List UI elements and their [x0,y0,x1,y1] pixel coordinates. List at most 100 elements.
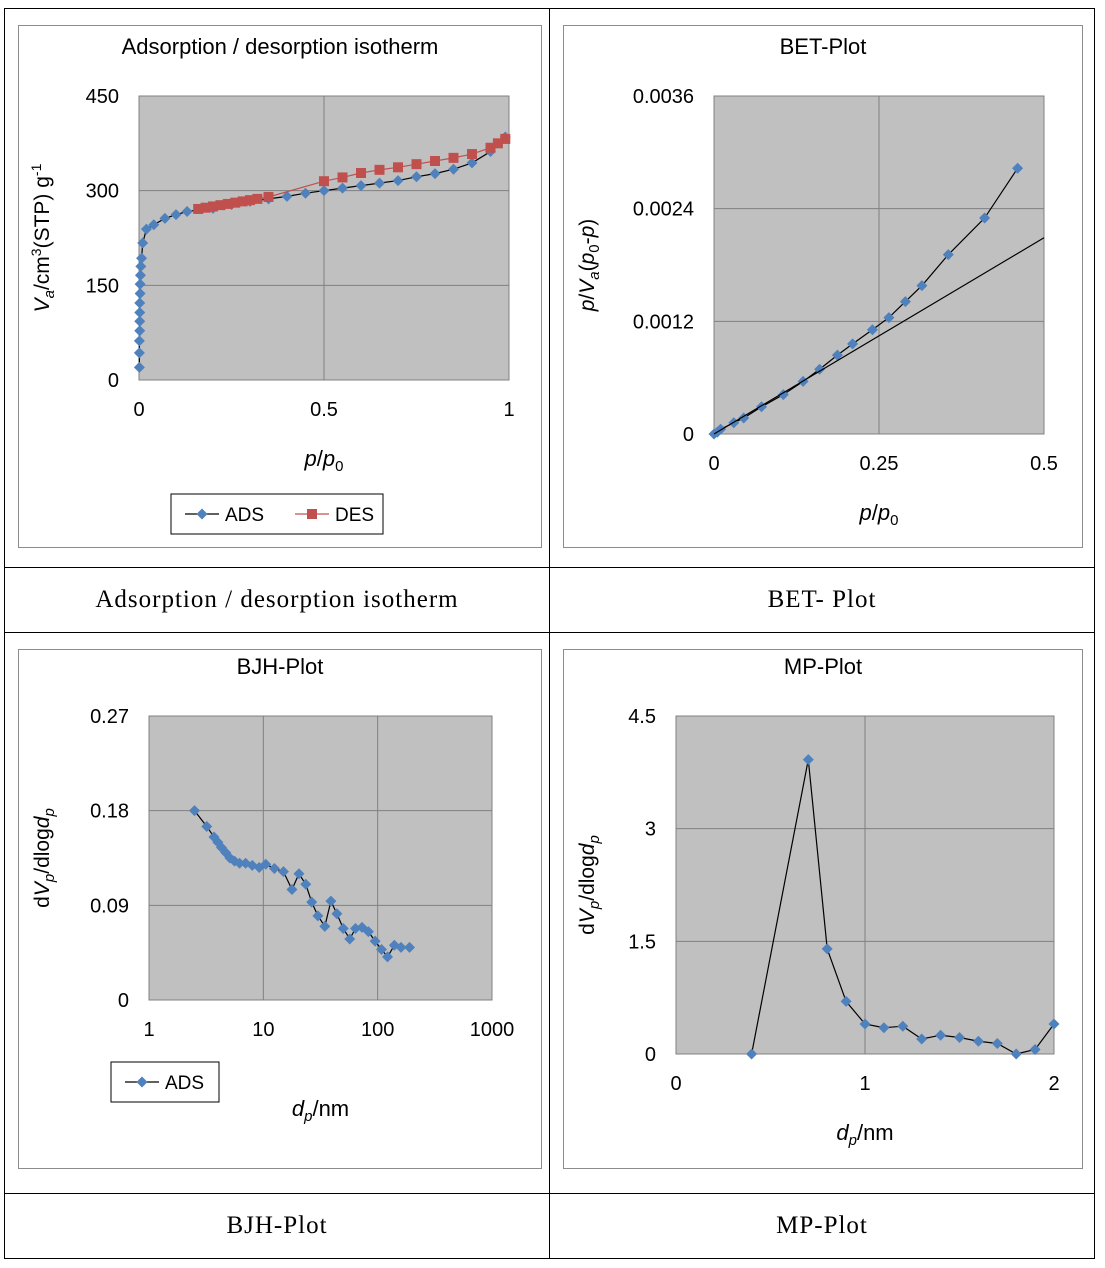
data-point-ads [170,209,182,221]
x-tick-label: 1 [143,1019,154,1041]
legend-label-des: DES [335,505,374,526]
data-point-bet-data [883,312,895,324]
data-point-ads [375,944,387,956]
x-tick-label: 100 [361,1019,394,1041]
data-point-mp [972,1035,984,1047]
data-point-des [356,167,366,178]
caption-bjh: BJH-Plot [226,1212,328,1239]
data-point-des [393,162,403,173]
data-point-des [492,138,503,149]
legend-label-ads: ADS [225,505,264,526]
data-point-ads [300,187,311,199]
caption-mp-cell: MP-Plot [549,1193,1095,1259]
data-point-ads [404,941,416,953]
data-point-ads [134,288,146,300]
bjh-chart: BJH-Plot 1 10 100 1000 0 0.09 0.18 0.27 ADS dp/nm d… [31,654,515,1125]
legend: ADS DES [170,493,384,535]
data-point-ads [369,935,381,947]
data-point-des [337,172,348,183]
x-tick-label: 0.5 [1030,453,1058,475]
data-point-mp [878,1022,890,1034]
data-point-ads [355,180,367,192]
data-point-ads [134,325,146,337]
data-point-bet-data [1012,162,1024,174]
data-point-des [319,176,329,187]
legend: ADS [110,1061,220,1103]
x-axis-label: dp/nm [292,1096,349,1125]
y-tick-label: 0.09 [90,895,129,917]
data-point-des [193,203,204,214]
caption-adsorption: Adsorption / desorption isotherm [95,586,459,613]
x-tick-label: 0 [670,1073,681,1095]
x-tick-label: 0 [708,453,719,475]
data-point-ads [411,171,422,183]
y-tick-label: 0 [683,424,694,446]
x-tick-label: 0.5 [310,399,338,421]
y-tick-label: 450 [86,86,119,108]
data-point-ads [362,926,374,938]
data-point-des [500,133,511,144]
data-point-ads [133,335,145,347]
data-point-mp [897,1020,909,1032]
data-point-bet-data [916,280,928,292]
data-point-mp [1048,1018,1060,1030]
data-point-ads [133,347,145,359]
data-point-ads [134,297,146,309]
x-tick-label: 1 [503,399,514,421]
chart-frame-bjh: BJH-Plot 1 10 100 1000 0 0.09 0.18 0.27 ADS dp/nm d… [18,649,542,1169]
data-point-des [200,202,211,213]
data-point-bet-data [847,338,859,350]
data-point-ads [159,212,171,224]
x-tick-label: 2 [1048,1073,1059,1095]
data-point-des [411,159,422,170]
y-tick-label: 0 [108,370,119,392]
data-point-bet-data [942,249,954,261]
data-point-ads [325,895,337,907]
isotherm-chart: Adsorption / desorption isotherm 0 0.5 1 0 15… [28,34,515,535]
y-tick-label: 0.0036 [633,86,694,108]
mp-chart: MP-Plot 0 1 2 0 1.5 3 4.5 dp/nm dVp/dlogdp [576,654,1060,1149]
data-point-ads [260,858,272,870]
cell-mp: MP-Plot 0 1 2 0 1.5 3 4.5 dp/nm dVp/dlogdp [549,632,1095,1194]
y-axis-label: p/Va(p0-p) [576,219,603,313]
data-point-ads [382,951,394,963]
data-point-ads [344,933,356,945]
data-point-ads [134,278,146,290]
data-point-ads [300,878,312,890]
data-point-bet-data [738,412,750,424]
data-point-ads [148,219,160,231]
data-point-ads [448,163,459,175]
data-point-ads [240,857,252,869]
chart-title: MP-Plot [784,654,862,679]
data-point-ads [268,863,280,875]
data-point-ads [337,182,348,194]
data-point-ads [134,306,146,318]
y-tick-label: 150 [86,275,119,297]
data-point-des [245,195,255,206]
data-point-mp [991,1037,1003,1049]
data-point-des [485,142,496,153]
data-point-bet-data [814,363,826,375]
x-tick-label: 1000 [470,1019,515,1041]
bet-chart: BET-Plot 0 0.25 0.5 0 0.0012 0.0024 0.0036 p/p0 p… [576,34,1058,529]
cell-bjh: BJH-Plot 1 10 100 1000 0 0.09 0.18 0.27 ADS dp/nm d… [4,632,550,1194]
caption-bet: BET- Plot [767,586,877,613]
y-tick-label: 0.0024 [633,199,694,221]
data-point-ads [140,223,152,235]
data-point-mp [840,995,852,1007]
data-point-ads [286,884,298,896]
data-point-ads [319,920,331,932]
data-point-bet-data [831,349,843,361]
series-line-bet-fit [713,237,1045,435]
data-point-ads [429,168,441,180]
chart-title: BJH-Plot [237,654,324,679]
legend-label-ads: ADS [165,1073,204,1094]
data-point-des [237,196,248,207]
data-point-mp [1029,1043,1041,1055]
legend-marker-des [307,509,317,519]
data-point-ads [181,205,193,217]
y-tick-label: 300 [86,181,119,203]
data-point-ads [201,820,213,832]
data-point-ads [306,896,318,908]
y-axis-label: Va/cm3(STP) g-1 [28,163,58,312]
